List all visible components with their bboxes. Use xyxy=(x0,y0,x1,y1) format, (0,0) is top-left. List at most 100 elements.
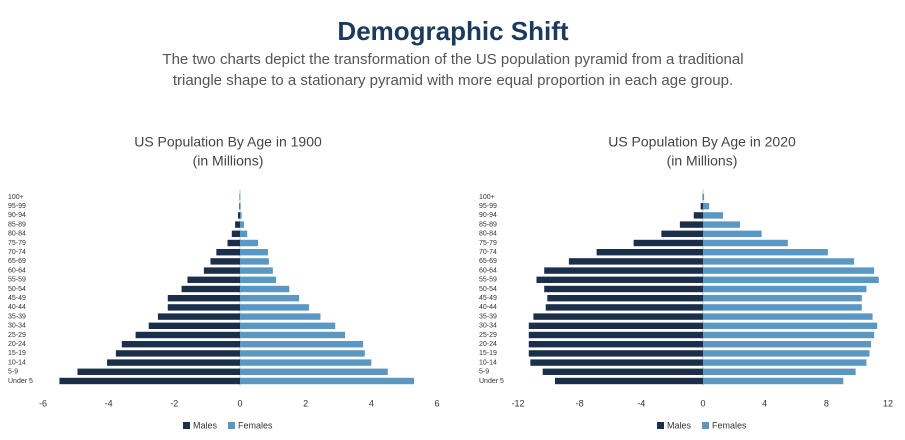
chart-title: (in Millions) xyxy=(193,153,264,169)
bar xyxy=(240,258,269,265)
category-label: 10-14 xyxy=(479,359,497,366)
category-label: 35-39 xyxy=(8,313,26,320)
category-label: 25-29 xyxy=(8,332,26,339)
bar xyxy=(703,203,710,210)
bar xyxy=(547,295,703,302)
x-tick-label: 12 xyxy=(883,398,893,408)
legend-swatch xyxy=(183,422,190,429)
category-label: 50-54 xyxy=(479,286,497,293)
bar xyxy=(703,267,875,274)
category-label: 90-94 xyxy=(8,212,26,219)
bar xyxy=(703,359,867,366)
bar xyxy=(703,212,724,219)
bar xyxy=(167,295,240,302)
bar xyxy=(227,239,240,247)
x-tick-label: 4 xyxy=(762,398,767,408)
bar xyxy=(157,313,240,320)
category-label: 95-99 xyxy=(479,203,497,210)
bar xyxy=(240,350,365,357)
category-label: 45-49 xyxy=(479,295,497,302)
legend-swatch xyxy=(657,422,664,429)
x-tick-label: -4 xyxy=(637,398,645,408)
category-label: 85-89 xyxy=(8,221,26,228)
x-tick-label: 0 xyxy=(700,398,705,408)
bar xyxy=(167,304,240,311)
bar xyxy=(533,313,703,320)
x-tick-label: -12 xyxy=(511,398,524,408)
x-tick-label: -8 xyxy=(576,398,584,408)
category-label: 45-49 xyxy=(8,295,26,302)
bar xyxy=(238,212,240,219)
bar xyxy=(703,331,875,339)
category-label: 15-19 xyxy=(8,350,26,357)
bar xyxy=(679,221,703,228)
category-label: 85-89 xyxy=(479,221,497,228)
bar xyxy=(544,267,703,274)
bar xyxy=(633,239,703,247)
subtitle: The two charts depict the transformation… xyxy=(162,51,743,68)
bar xyxy=(240,295,300,302)
bar xyxy=(240,212,242,219)
bar xyxy=(216,249,240,256)
bar xyxy=(703,230,762,237)
category-label: 60-64 xyxy=(479,267,497,274)
bar xyxy=(107,359,241,366)
legend-label: Females xyxy=(712,420,747,430)
bar xyxy=(596,249,703,256)
bar xyxy=(544,285,703,293)
x-tick-label: -2 xyxy=(170,398,178,408)
bar xyxy=(240,285,290,293)
bar xyxy=(545,304,703,311)
x-tick-label: 4 xyxy=(369,398,374,408)
category-label: 20-24 xyxy=(8,341,26,348)
bar xyxy=(240,359,372,366)
bar xyxy=(59,377,240,385)
category-label: 100+ xyxy=(8,194,24,201)
category-label: 15-19 xyxy=(479,350,497,357)
bar xyxy=(187,276,240,283)
bar xyxy=(530,359,703,366)
category-label: 40-44 xyxy=(479,304,497,311)
bar xyxy=(135,331,240,339)
bar xyxy=(240,239,259,247)
bar xyxy=(231,230,240,237)
category-label: Under 5 xyxy=(479,378,504,385)
bar xyxy=(542,368,703,375)
bar xyxy=(703,295,862,302)
category-label: 40-44 xyxy=(8,304,26,311)
bar xyxy=(661,230,703,237)
category-label: 100+ xyxy=(479,194,495,201)
bar xyxy=(528,331,703,339)
legend-swatch xyxy=(228,422,235,429)
bar xyxy=(240,267,273,274)
bar xyxy=(703,285,867,293)
legend-label: Females xyxy=(238,420,273,430)
bar xyxy=(568,258,703,265)
bar xyxy=(703,322,878,329)
bar xyxy=(240,304,309,311)
legend-label: Males xyxy=(193,420,218,430)
x-tick-label: 6 xyxy=(434,398,439,408)
bar xyxy=(240,230,248,237)
category-label: 5-9 xyxy=(479,369,489,376)
category-label: 25-29 xyxy=(479,332,497,339)
category-label: 70-74 xyxy=(479,249,497,256)
bar xyxy=(693,212,703,219)
bar xyxy=(703,304,862,311)
x-tick-label: 2 xyxy=(303,398,308,408)
category-label: 30-34 xyxy=(8,323,26,330)
bar xyxy=(121,341,240,348)
bar xyxy=(703,368,856,375)
bar xyxy=(240,322,336,329)
category-label: 55-59 xyxy=(8,277,26,284)
category-label: 65-69 xyxy=(8,258,26,265)
bar xyxy=(203,267,240,274)
bar xyxy=(77,368,240,375)
bar xyxy=(240,331,346,339)
bar xyxy=(240,276,277,283)
bar xyxy=(703,249,828,256)
page-title: Demographic Shift xyxy=(337,16,568,46)
category-label: 60-64 xyxy=(8,267,26,274)
category-label: Under 5 xyxy=(8,378,33,385)
bar xyxy=(235,221,240,228)
